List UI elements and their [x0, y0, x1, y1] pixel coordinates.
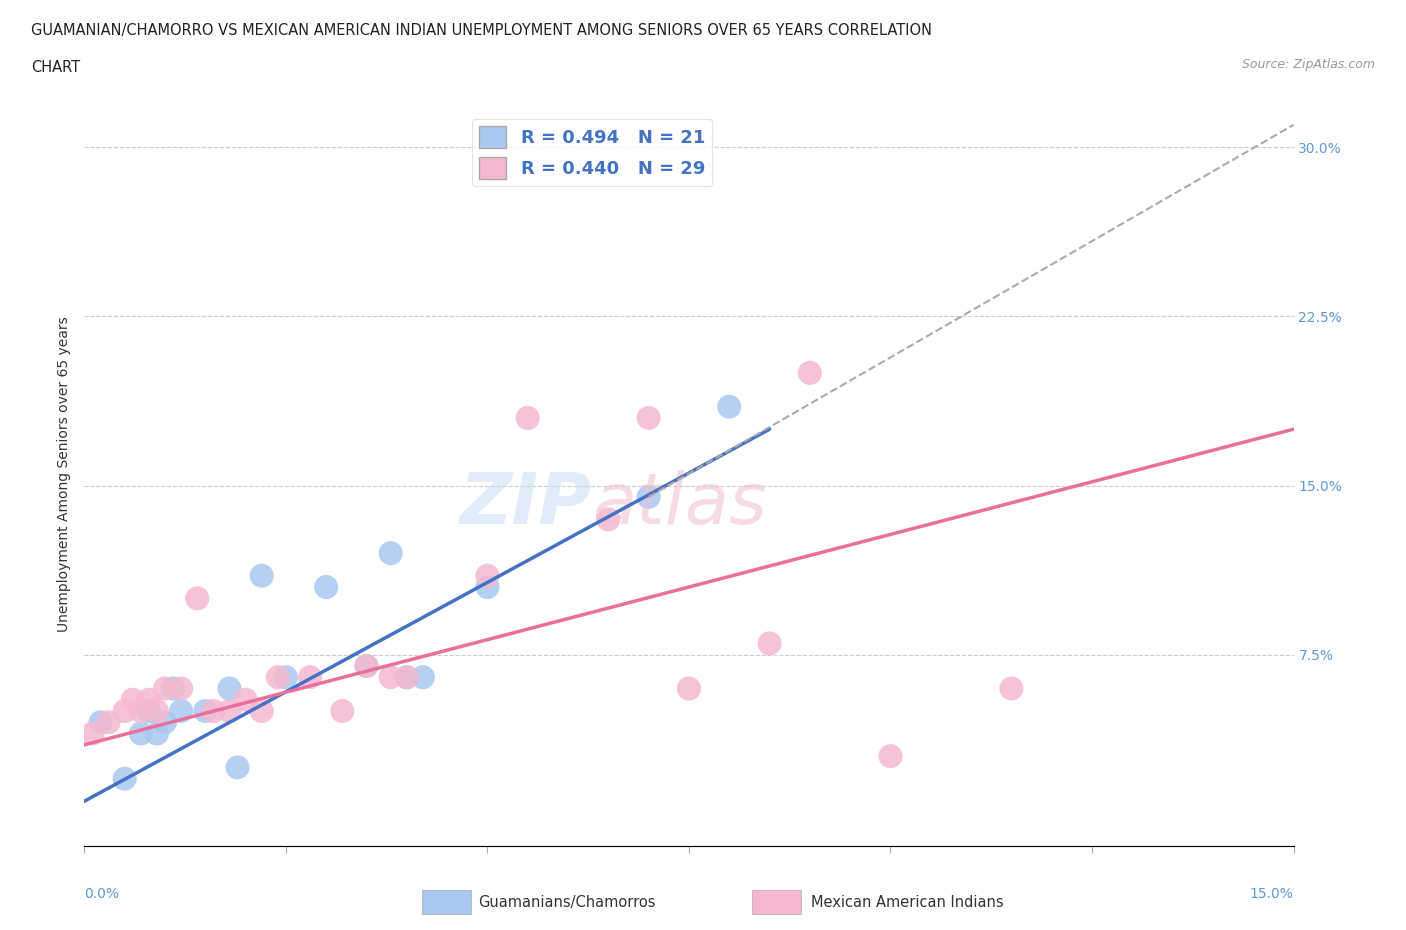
Point: [274, 670, 297, 684]
Point: [356, 658, 378, 673]
Y-axis label: Unemployment Among Seniors over 65 years: Unemployment Among Seniors over 65 years: [58, 316, 72, 632]
Point: [380, 670, 402, 684]
Point: [758, 636, 780, 651]
Point: [598, 512, 620, 526]
Point: [226, 760, 249, 775]
Point: [799, 365, 821, 380]
Point: [202, 704, 225, 719]
Text: Mexican American Indians: Mexican American Indians: [811, 895, 1004, 910]
Point: [129, 704, 152, 719]
Point: [153, 715, 176, 730]
Point: [129, 726, 152, 741]
Text: Source: ZipAtlas.com: Source: ZipAtlas.com: [1241, 58, 1375, 71]
Point: [718, 399, 741, 414]
Point: [170, 681, 193, 696]
Text: atlas: atlas: [592, 470, 766, 538]
Point: [250, 568, 273, 583]
Point: [146, 726, 169, 741]
Text: Guamanians/Chamorros: Guamanians/Chamorros: [478, 895, 655, 910]
Text: CHART: CHART: [31, 60, 80, 75]
Text: 15.0%: 15.0%: [1250, 887, 1294, 901]
Point: [218, 704, 240, 719]
Point: [395, 670, 418, 684]
Point: [879, 749, 901, 764]
Point: [299, 670, 322, 684]
Point: [89, 715, 111, 730]
Point: [330, 704, 353, 719]
Point: [138, 704, 160, 719]
Point: [194, 704, 217, 719]
Point: [395, 670, 418, 684]
Point: [146, 704, 169, 719]
Legend: R = 0.494   N = 21, R = 0.440   N = 29: R = 0.494 N = 21, R = 0.440 N = 29: [472, 119, 713, 186]
Point: [678, 681, 700, 696]
Point: [516, 410, 538, 425]
Point: [186, 591, 208, 605]
Text: ZIP: ZIP: [460, 470, 592, 538]
Point: [82, 726, 104, 741]
Point: [637, 410, 659, 425]
Point: [356, 658, 378, 673]
Point: [114, 704, 136, 719]
Point: [235, 692, 257, 707]
Point: [97, 715, 120, 730]
Point: [250, 704, 273, 719]
Text: 0.0%: 0.0%: [84, 887, 120, 901]
Point: [315, 579, 337, 594]
Point: [477, 568, 499, 583]
Point: [267, 670, 290, 684]
Point: [170, 704, 193, 719]
Point: [138, 692, 160, 707]
Point: [162, 681, 184, 696]
Point: [114, 771, 136, 786]
Point: [1000, 681, 1022, 696]
Point: [218, 681, 240, 696]
Point: [153, 681, 176, 696]
Point: [477, 579, 499, 594]
Point: [637, 489, 659, 504]
Point: [121, 692, 143, 707]
Point: [380, 546, 402, 561]
Point: [412, 670, 434, 684]
Text: GUAMANIAN/CHAMORRO VS MEXICAN AMERICAN INDIAN UNEMPLOYMENT AMONG SENIORS OVER 65: GUAMANIAN/CHAMORRO VS MEXICAN AMERICAN I…: [31, 23, 932, 38]
